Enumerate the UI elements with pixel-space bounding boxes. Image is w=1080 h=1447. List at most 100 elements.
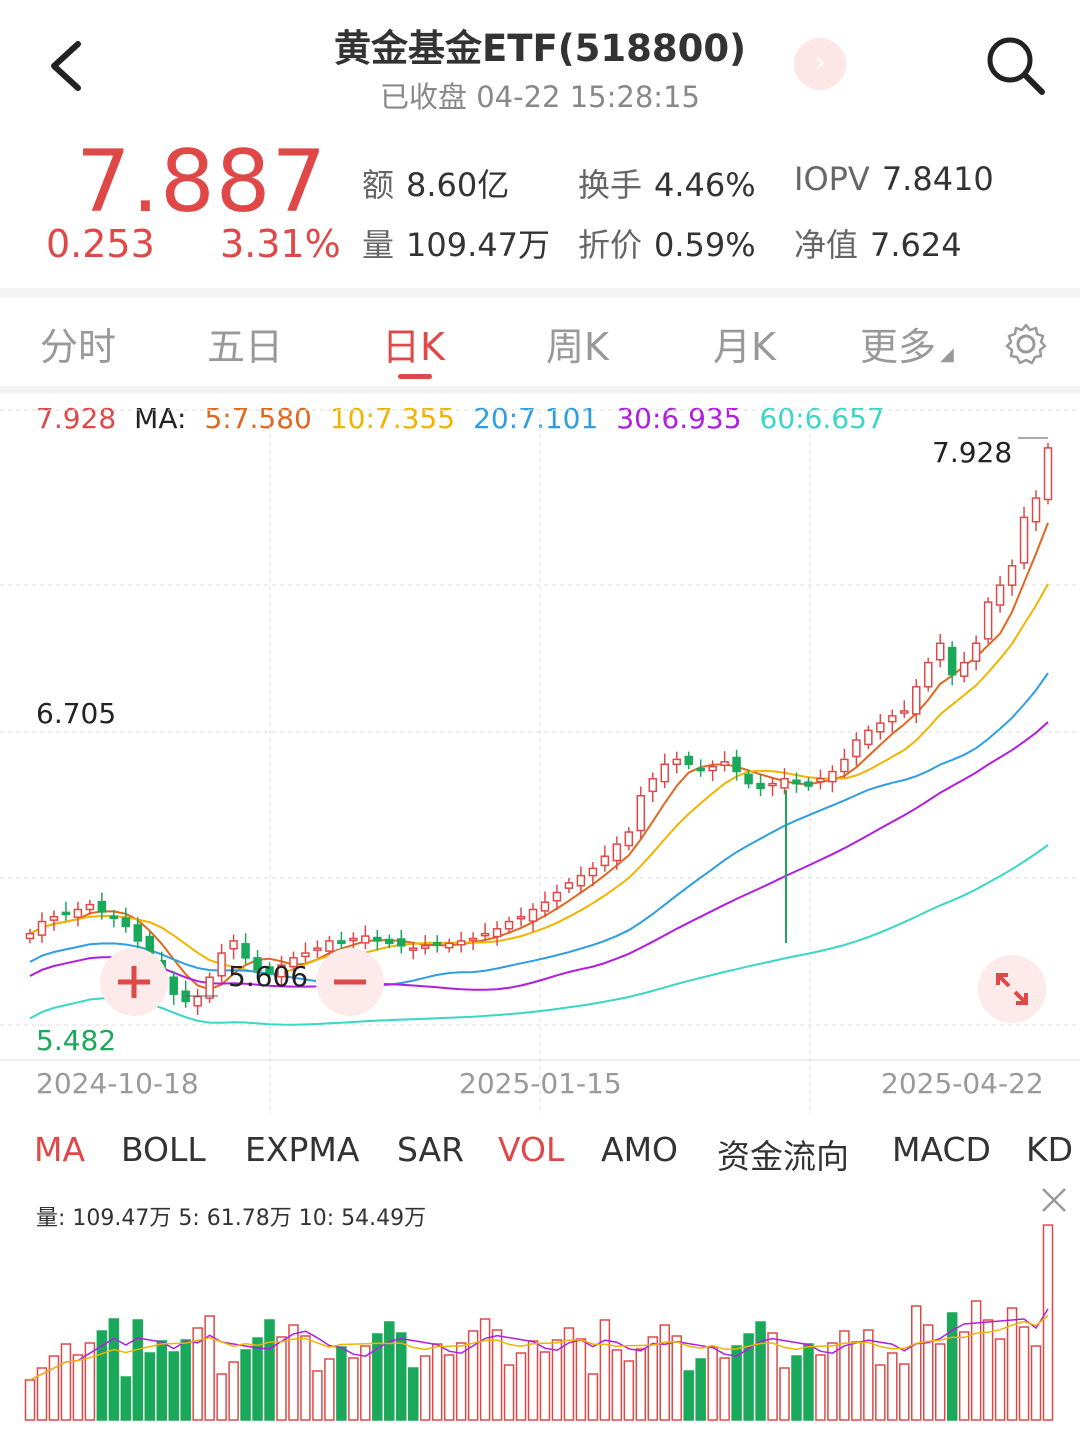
volume-bar bbox=[647, 1336, 659, 1421]
volume-bar bbox=[911, 1305, 922, 1421]
volume-bar bbox=[396, 1332, 407, 1421]
divider bbox=[0, 288, 1080, 298]
tab-more[interactable]: 更多 ◢ bbox=[860, 316, 954, 371]
volume-chart[interactable] bbox=[0, 1220, 1080, 1425]
volume-bar bbox=[863, 1329, 874, 1421]
volume-bar bbox=[1042, 1224, 1054, 1421]
ma20-line bbox=[29, 672, 1049, 987]
volume-bar bbox=[707, 1346, 718, 1421]
search-icon[interactable] bbox=[980, 30, 1050, 100]
volume-bar bbox=[527, 1340, 539, 1421]
candle-body bbox=[193, 995, 202, 1007]
volume-bar bbox=[611, 1349, 623, 1421]
candle-body bbox=[85, 903, 95, 911]
indicator-tab-vol[interactable]: VOL bbox=[498, 1130, 565, 1169]
volume-bar bbox=[168, 1351, 179, 1421]
tab-intraday[interactable]: 分时 bbox=[40, 325, 117, 369]
volume-bar bbox=[84, 1342, 96, 1421]
tab-monthly-k[interactable]: 月K bbox=[713, 325, 776, 369]
stat-value: 4.46% bbox=[654, 166, 756, 204]
legend-ma30: 30:6.935 bbox=[616, 402, 742, 435]
volume-bar bbox=[252, 1337, 263, 1421]
indicator-tab-expma[interactable]: EXPMA bbox=[245, 1130, 360, 1169]
next-stock-button[interactable]: › bbox=[794, 38, 846, 90]
candle-body bbox=[1019, 516, 1029, 564]
stat-value: 7.624 bbox=[870, 226, 962, 264]
indicator-tab-ma[interactable]: MA bbox=[34, 1130, 86, 1169]
zoom-out-button[interactable] bbox=[316, 948, 384, 1016]
minus-icon bbox=[334, 979, 366, 985]
candle-body bbox=[935, 642, 945, 661]
candle-body bbox=[648, 778, 658, 793]
candle-body bbox=[840, 758, 849, 773]
volume-bar bbox=[779, 1367, 790, 1421]
candle-body bbox=[301, 952, 310, 958]
stat-label: IOPV bbox=[794, 160, 870, 198]
ma60-line bbox=[29, 844, 1049, 1026]
price-change-percent: 3.31% bbox=[220, 222, 341, 266]
volume-bar bbox=[791, 1355, 802, 1421]
indicator-tab-boll[interactable]: BOLL bbox=[121, 1130, 206, 1169]
volume-bar bbox=[671, 1335, 682, 1421]
volume-bar bbox=[659, 1324, 671, 1421]
volume-bar bbox=[360, 1345, 371, 1421]
volume-bar bbox=[192, 1327, 203, 1421]
candle-body bbox=[444, 942, 454, 949]
candle-body bbox=[109, 915, 119, 919]
volume-bar bbox=[1018, 1326, 1030, 1421]
stat-value: 8.60亿 bbox=[406, 166, 510, 204]
candle-body bbox=[780, 778, 789, 789]
volume-bar bbox=[839, 1330, 850, 1421]
candle-body bbox=[1043, 447, 1053, 501]
volume-bar bbox=[48, 1355, 60, 1421]
candle-body bbox=[888, 715, 897, 723]
volume-bar bbox=[156, 1340, 167, 1421]
fullscreen-button[interactable] bbox=[978, 955, 1046, 1023]
volume-bar bbox=[958, 1331, 970, 1421]
volume-bar bbox=[899, 1363, 910, 1421]
volume-bar bbox=[599, 1319, 611, 1421]
indicator-tab-kd[interactable]: KD bbox=[1026, 1130, 1074, 1169]
axis-price-bottom: 5.482 bbox=[36, 1024, 117, 1057]
candle-body bbox=[684, 755, 693, 766]
gear-icon[interactable] bbox=[1004, 322, 1048, 366]
indicator-tab-sar[interactable]: SAR bbox=[397, 1130, 465, 1169]
date-label-start: 2024-10-18 bbox=[36, 1067, 199, 1100]
volume-bar bbox=[264, 1319, 275, 1421]
indicator-tab-fund-flow[interactable]: 资金流向 bbox=[717, 1137, 849, 1176]
indicator-tab-amo[interactable]: AMO bbox=[601, 1130, 679, 1169]
candlestick-chart[interactable] bbox=[0, 395, 1080, 1125]
volume-bar bbox=[491, 1329, 503, 1421]
volume-bar bbox=[60, 1343, 72, 1421]
axis-price-mid: 6.705 bbox=[36, 697, 117, 730]
high-price-label: 7.928 bbox=[932, 436, 1013, 469]
close-icon[interactable] bbox=[1040, 1186, 1068, 1214]
candle-body bbox=[540, 901, 550, 912]
caret-down-icon: ◢ bbox=[940, 344, 954, 365]
volume-bar bbox=[216, 1373, 227, 1421]
candle-body bbox=[241, 943, 250, 959]
volume-bar bbox=[803, 1343, 814, 1421]
tab-daily-k[interactable]: 日K bbox=[382, 325, 445, 369]
tab-weekly-k[interactable]: 周K bbox=[546, 325, 609, 369]
candle-body bbox=[61, 911, 71, 916]
back-icon[interactable] bbox=[40, 30, 100, 100]
date-label-mid: 2025-01-15 bbox=[459, 1067, 622, 1100]
ma30-line bbox=[29, 721, 1049, 991]
candle-body bbox=[612, 843, 622, 862]
tab-five-day[interactable]: 五日 bbox=[207, 325, 284, 369]
candle-body bbox=[49, 915, 59, 921]
candle-body bbox=[504, 920, 514, 930]
zoom-in-button[interactable] bbox=[100, 948, 168, 1016]
volume-bar bbox=[970, 1300, 982, 1421]
market-status: 已收盘 04-22 15:28:15 bbox=[380, 80, 700, 114]
volume-bar bbox=[108, 1318, 120, 1421]
candle-body bbox=[995, 584, 1005, 606]
candle-body bbox=[732, 756, 741, 773]
volume-ma5-line bbox=[29, 1308, 1049, 1381]
low-price-label: 5.606 bbox=[228, 960, 309, 993]
candle-body bbox=[1031, 497, 1041, 523]
volume-bar bbox=[312, 1370, 323, 1421]
candle-body bbox=[432, 942, 442, 946]
indicator-tab-macd[interactable]: MACD bbox=[892, 1130, 991, 1169]
